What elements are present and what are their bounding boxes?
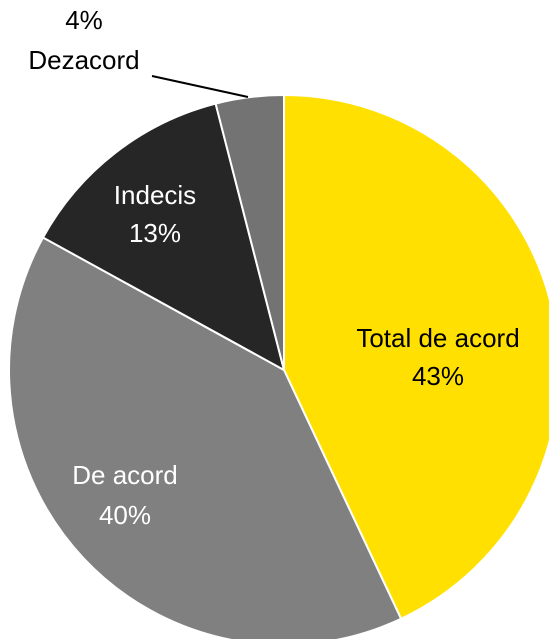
slice-value: 13% (129, 218, 181, 248)
pie-slice (8, 236, 403, 639)
pie-slice (283, 93, 549, 621)
slice-label: Dezacord (28, 45, 139, 75)
leader-line (151, 75, 249, 98)
slice-value: 43% (412, 361, 464, 391)
pie-slice (214, 93, 285, 371)
slice-label: Total de acord (356, 323, 519, 353)
slice-value: 40% (99, 500, 151, 530)
slice-label: Indecis (114, 180, 196, 210)
pie-slice (41, 102, 286, 372)
slice-label: De acord (72, 460, 178, 490)
slice-value: 4% (65, 5, 103, 35)
